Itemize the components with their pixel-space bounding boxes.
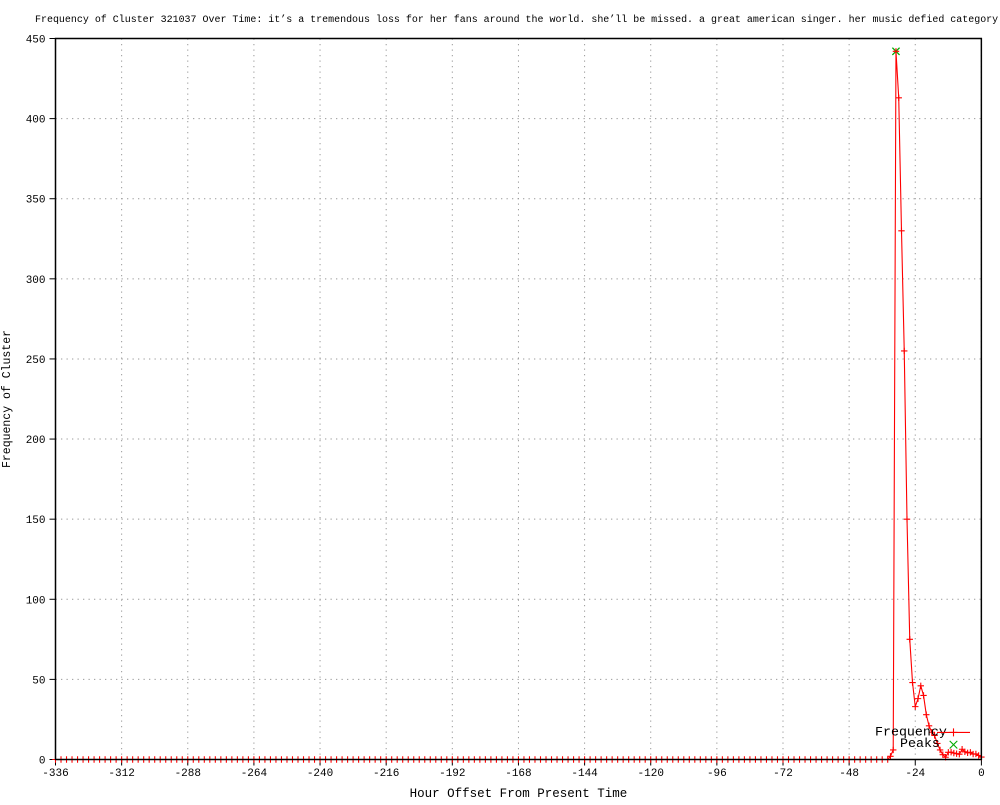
svg-text:-96: -96 bbox=[707, 768, 727, 780]
svg-text:400: 400 bbox=[26, 115, 46, 127]
svg-text:100: 100 bbox=[26, 595, 46, 607]
svg-text:200: 200 bbox=[26, 435, 46, 447]
svg-text:-336: -336 bbox=[42, 768, 68, 780]
svg-text:-168: -168 bbox=[505, 768, 531, 780]
svg-text:50: 50 bbox=[32, 675, 45, 687]
svg-text:350: 350 bbox=[26, 195, 46, 207]
svg-text:-144: -144 bbox=[571, 768, 598, 780]
svg-text:-24: -24 bbox=[905, 768, 925, 780]
svg-text:0: 0 bbox=[978, 768, 985, 780]
svg-text:Frequency of Cluster 321037 Ov: Frequency of Cluster 321037 Over Time: i… bbox=[35, 14, 998, 25]
svg-text:-312: -312 bbox=[108, 768, 134, 780]
svg-text:-192: -192 bbox=[439, 768, 465, 780]
svg-text:-264: -264 bbox=[241, 768, 268, 780]
svg-text:Peaks: Peaks bbox=[900, 736, 940, 751]
svg-text:300: 300 bbox=[26, 275, 46, 287]
svg-text:0: 0 bbox=[39, 756, 46, 768]
svg-text:-240: -240 bbox=[307, 768, 333, 780]
svg-text:Hour Offset From Present Time: Hour Offset From Present Time bbox=[410, 787, 628, 800]
svg-text:-288: -288 bbox=[175, 768, 201, 780]
svg-text:250: 250 bbox=[26, 355, 46, 367]
svg-text:-120: -120 bbox=[638, 768, 664, 780]
svg-text:450: 450 bbox=[26, 35, 46, 47]
svg-text:-48: -48 bbox=[839, 768, 859, 780]
svg-text:Frequency of Cluster: Frequency of Cluster bbox=[1, 330, 14, 468]
svg-text:-72: -72 bbox=[773, 768, 793, 780]
svg-text:-216: -216 bbox=[373, 768, 399, 780]
svg-text:150: 150 bbox=[26, 515, 46, 527]
